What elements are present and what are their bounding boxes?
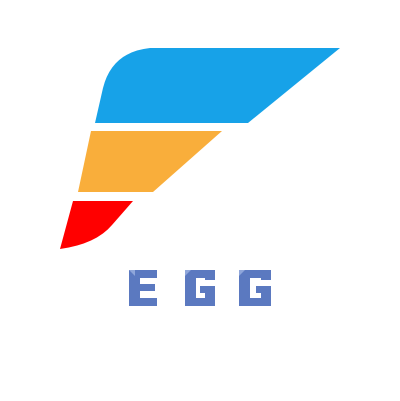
logo-stripe-bottom: [60, 201, 133, 249]
wordmark-letter-e: [129, 270, 157, 306]
logo-wordmark: [129, 270, 271, 306]
wordmark-letter-g2: [239, 270, 271, 306]
logo-stripe-top: [95, 48, 340, 123]
wordmark-letter-g1: [185, 270, 215, 306]
logo-stripe-middle: [78, 131, 222, 192]
